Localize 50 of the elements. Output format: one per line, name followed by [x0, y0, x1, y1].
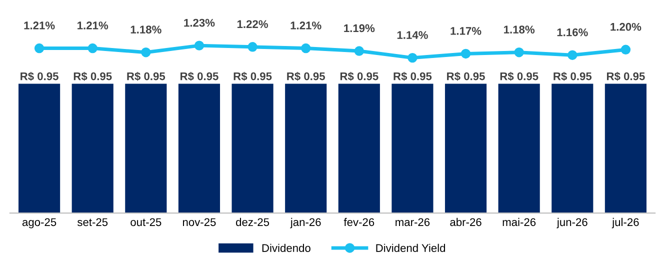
data-label: R$ 0.95	[74, 72, 112, 81]
x-tick-label: jul-26	[612, 218, 639, 228]
data-label: 1.16%	[557, 28, 588, 36]
data-label: R$ 0.95	[340, 72, 378, 81]
point	[248, 42, 258, 52]
data-label: R$ 0.95	[287, 72, 325, 81]
data-label: R$ 0.95	[127, 72, 166, 81]
data-label: 1.17%	[450, 27, 482, 35]
data-label: 1.20%	[610, 22, 642, 31]
point	[88, 43, 98, 54]
data-label: 1.19%	[344, 24, 375, 32]
data-label: R$ 0.95	[234, 72, 272, 81]
x-tick-label: set-25	[77, 218, 108, 226]
point	[568, 50, 578, 60]
point	[460, 48, 471, 59]
data-label: R$ 0.95	[20, 72, 58, 81]
x-tick-label: mai-26	[502, 218, 536, 226]
point	[194, 40, 204, 50]
point	[141, 48, 151, 58]
x-tick-label: nov-25	[182, 218, 216, 226]
point	[620, 44, 631, 55]
data-label: 1.21%	[24, 22, 55, 30]
data-label: 1.14%	[397, 31, 428, 39]
point	[34, 43, 44, 54]
x-tick-label: abr-26	[450, 218, 482, 226]
data-label: R$ 0.95	[554, 72, 592, 81]
x-tick-label: dez-25	[236, 218, 270, 226]
data-label: R$ 0.95	[394, 72, 432, 81]
point	[354, 46, 364, 56]
x-tick-label: mar-26	[396, 218, 430, 226]
point	[300, 43, 311, 54]
legend-label: Dividendo	[262, 244, 310, 252]
data-label: R$ 0.95	[180, 72, 218, 81]
point	[408, 52, 418, 63]
x-tick-label: jun-26	[556, 218, 588, 228]
data-label: 1.18%	[130, 26, 162, 34]
data-label: 1.21%	[290, 22, 322, 30]
point	[514, 48, 524, 58]
x-tick-label: out-25	[130, 218, 162, 226]
x-tick-label: fev-26	[344, 218, 374, 226]
data-label: 1.23%	[184, 18, 215, 27]
legend-label: Dividend Yield	[376, 244, 446, 252]
data-label: 1.18%	[504, 26, 535, 34]
data-label: R$ 0.95	[447, 72, 485, 81]
x-tick-label: ago-25	[22, 218, 56, 228]
data-label: R$ 0.95	[500, 72, 538, 81]
x-tick-label: jan-26	[290, 218, 321, 228]
data-label: 1.21%	[78, 22, 108, 30]
data-label: R$ 0.95	[606, 72, 645, 81]
data-label: 1.22%	[237, 20, 268, 28]
